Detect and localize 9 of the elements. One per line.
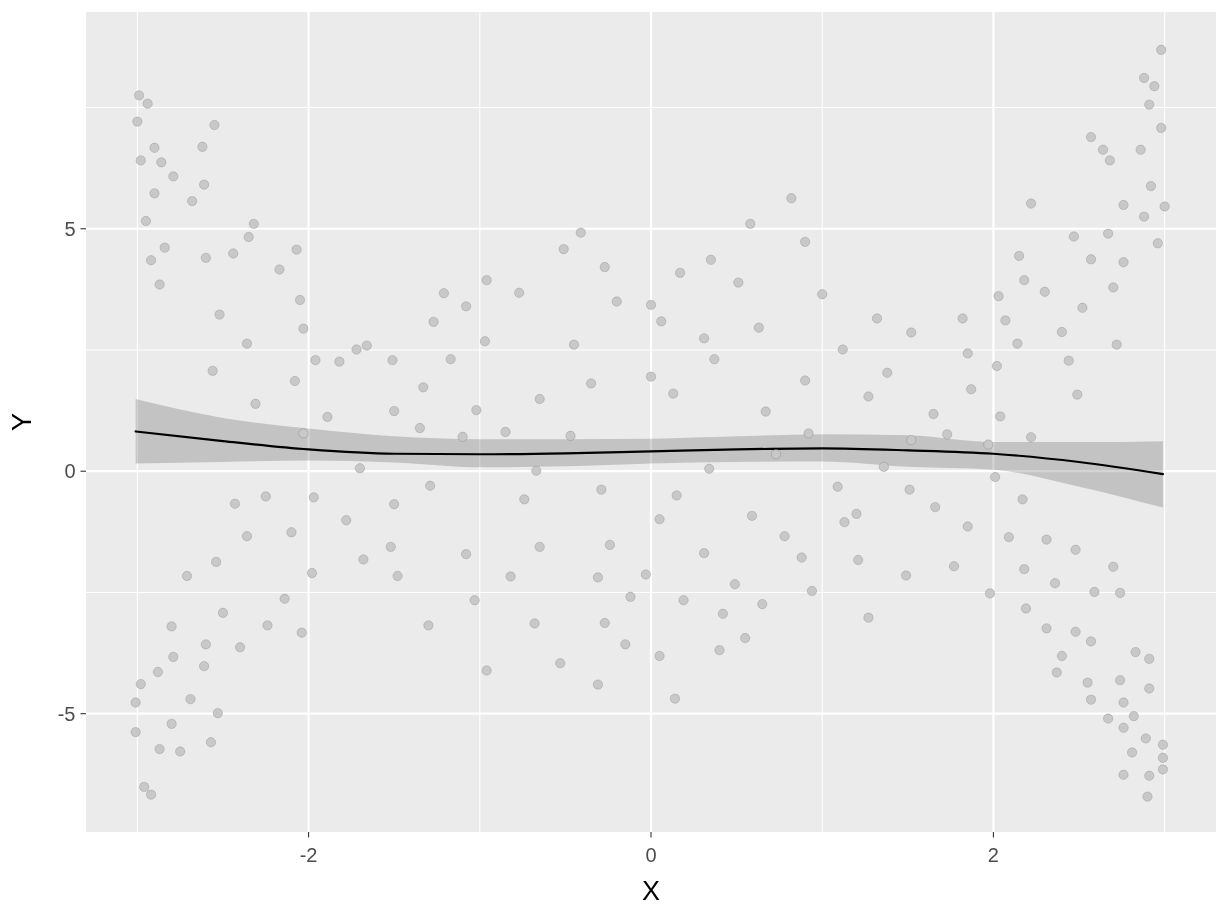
x-tick-label: 2 <box>987 844 999 866</box>
line-series <box>134 430 1165 476</box>
y-tick-label: 0 <box>64 460 76 483</box>
y-axis-title: Y <box>7 412 37 432</box>
x-tick-label: 0 <box>645 844 657 866</box>
x-axis-title: X <box>641 876 661 906</box>
y-tick-label: 5 <box>64 217 76 240</box>
y-tick-label: -5 <box>57 702 76 725</box>
x-tick-label: -2 <box>299 844 318 866</box>
